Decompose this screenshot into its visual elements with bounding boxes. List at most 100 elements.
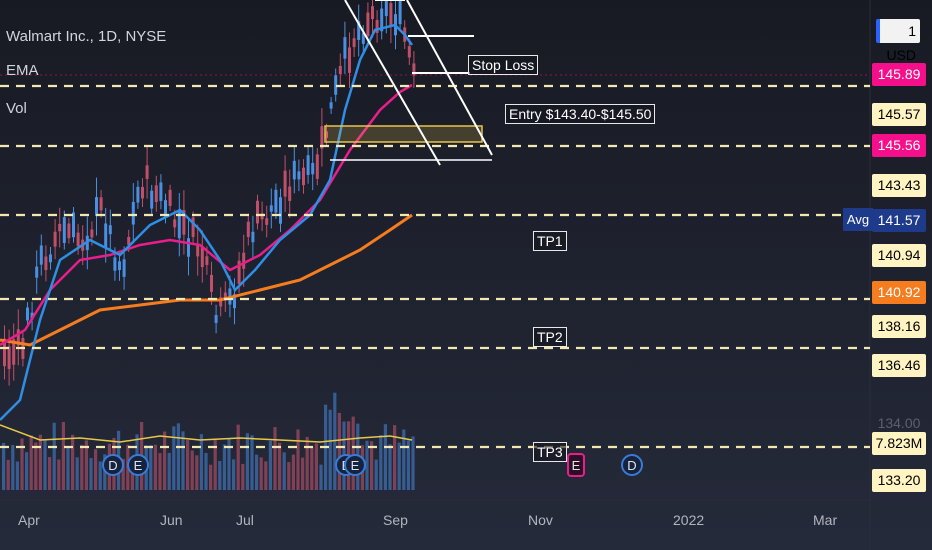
entry-label[interactable]: Entry $143.40-$145.50 bbox=[505, 104, 656, 124]
event-marker[interactable]: E bbox=[567, 453, 585, 477]
candle-body bbox=[131, 201, 135, 225]
volume-bar bbox=[245, 433, 249, 490]
event-marker-letter: E bbox=[134, 458, 143, 473]
volume-bar bbox=[291, 454, 295, 490]
price-label: 136.46 bbox=[872, 354, 926, 377]
candle-body bbox=[136, 186, 140, 203]
candle-body bbox=[311, 162, 315, 175]
volume-bar bbox=[163, 431, 167, 490]
currency-button[interactable]: 1 USD bbox=[876, 19, 920, 63]
candle-body bbox=[173, 219, 177, 228]
volume-bar bbox=[34, 442, 38, 490]
price-label: 7.823M bbox=[872, 432, 926, 455]
x-label-mar: Mar bbox=[813, 512, 838, 528]
event-marker[interactable]: E bbox=[344, 454, 366, 476]
candle-body bbox=[191, 217, 195, 237]
candle-body bbox=[338, 65, 342, 74]
tp3-label[interactable]: TP3 bbox=[533, 442, 567, 462]
candle-body bbox=[95, 197, 98, 216]
tp1-label[interactable]: TP1 bbox=[533, 231, 567, 251]
x-label-jul: Jul bbox=[236, 512, 254, 528]
candle-body bbox=[127, 236, 131, 245]
volume-bar bbox=[186, 440, 190, 490]
candle-body bbox=[292, 160, 296, 180]
volume-bar bbox=[61, 421, 65, 490]
volume-bar bbox=[374, 459, 378, 490]
tp2-label[interactable]: TP2 bbox=[533, 327, 567, 347]
event-marker-letter: D bbox=[627, 458, 636, 473]
candle-body bbox=[205, 256, 209, 265]
candle-body bbox=[269, 205, 273, 212]
candle-body bbox=[315, 154, 319, 179]
volume-bar bbox=[80, 444, 84, 490]
volume-bar bbox=[383, 424, 387, 490]
candle-body bbox=[168, 189, 172, 206]
volume-bar bbox=[227, 438, 231, 490]
candle-body bbox=[150, 190, 154, 209]
candle-body bbox=[39, 245, 43, 265]
symbol-legend[interactable]: Walmart Inc., 1D, NYSE bbox=[6, 28, 167, 45]
candle-body bbox=[35, 266, 39, 278]
volume-bar bbox=[314, 443, 318, 490]
ema-mid-line bbox=[0, 83, 413, 347]
volume-bar bbox=[287, 462, 291, 490]
candle-body bbox=[67, 223, 71, 239]
price-label: 143.43 bbox=[872, 174, 926, 197]
volume-bar bbox=[259, 457, 263, 490]
candle-body bbox=[164, 200, 167, 217]
volume-bar bbox=[351, 416, 355, 490]
candle-body bbox=[265, 218, 269, 225]
volume-bar bbox=[84, 440, 88, 490]
candle-body bbox=[113, 257, 117, 271]
candle-body bbox=[177, 211, 181, 239]
candle-body bbox=[104, 223, 108, 247]
event-marker-shape bbox=[567, 453, 585, 477]
volume-bar bbox=[57, 459, 61, 490]
candle-body bbox=[384, 0, 388, 17]
volume-bar bbox=[190, 450, 194, 490]
price-label: 140.94 bbox=[872, 244, 926, 267]
ema-fast-line bbox=[0, 23, 414, 421]
event-marker[interactable]: D bbox=[621, 454, 643, 476]
candle-body bbox=[398, 0, 402, 25]
volume-bar bbox=[379, 435, 383, 490]
volume-bar bbox=[319, 464, 323, 490]
volume-bar bbox=[255, 454, 259, 490]
candle-body bbox=[361, 32, 365, 44]
volume-bar bbox=[310, 446, 314, 490]
event-marker-shape bbox=[127, 454, 149, 476]
volume-bar bbox=[94, 449, 98, 490]
candle-body bbox=[389, 3, 393, 27]
entry-zone bbox=[324, 125, 483, 143]
channel-line-right bbox=[406, 0, 493, 156]
volume-bar bbox=[172, 426, 176, 490]
event-marker[interactable]: D bbox=[102, 454, 124, 476]
candle-body bbox=[141, 186, 144, 199]
candle-body bbox=[302, 167, 305, 186]
candle-body bbox=[412, 63, 416, 76]
volume-bar bbox=[149, 445, 153, 490]
candle-body bbox=[3, 338, 6, 367]
candle-body bbox=[325, 131, 328, 138]
candle-body bbox=[366, 12, 370, 37]
candle-body bbox=[288, 186, 292, 201]
vol-legend[interactable]: Vol bbox=[6, 100, 27, 117]
volume-bar bbox=[130, 462, 134, 490]
channel-line-left bbox=[344, 0, 441, 166]
candle-body bbox=[283, 170, 287, 197]
ema-legend[interactable]: EMA bbox=[6, 62, 39, 79]
candle-body bbox=[329, 102, 333, 109]
event-marker[interactable]: E bbox=[127, 454, 149, 476]
candle-body bbox=[30, 312, 34, 320]
candle-body bbox=[251, 231, 255, 243]
price-label: 145.89 bbox=[872, 63, 926, 86]
volume-bar bbox=[29, 435, 33, 490]
volume-bar bbox=[370, 441, 374, 490]
price-label: 145.57 bbox=[872, 103, 926, 126]
candle-body bbox=[320, 126, 324, 149]
stop-loss-label[interactable]: Stop Loss bbox=[468, 55, 539, 75]
candle-body bbox=[214, 314, 218, 323]
volume-bar bbox=[406, 440, 410, 490]
